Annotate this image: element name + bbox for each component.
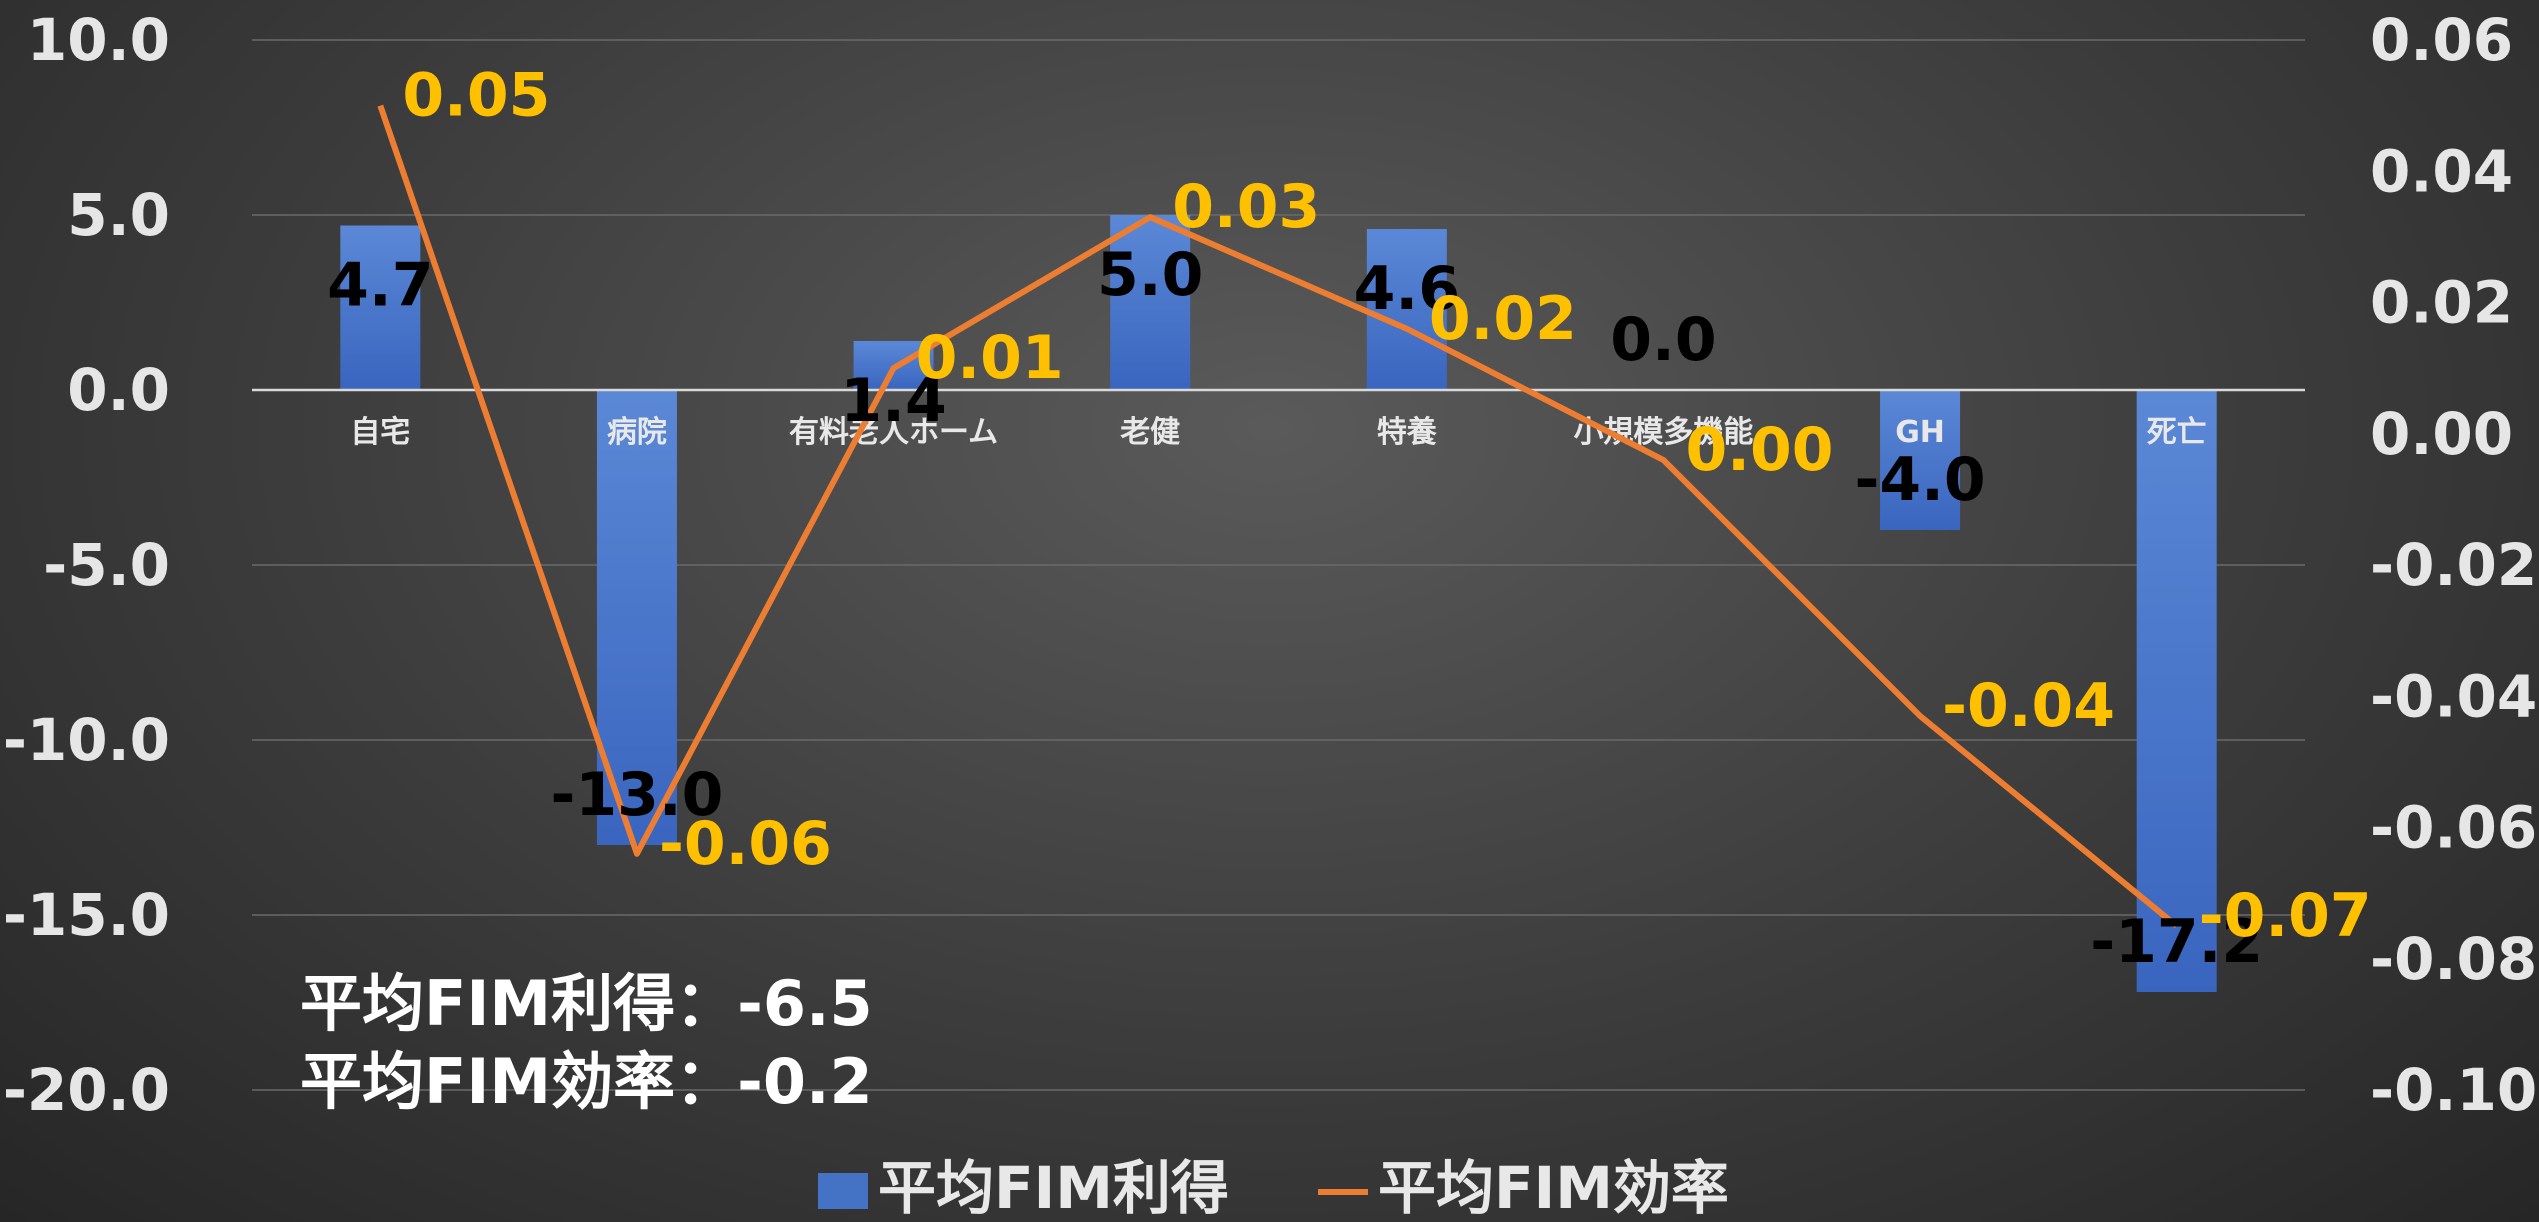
- right-tick-label: 0.06: [2370, 6, 2513, 74]
- left-tick-label: -5.0: [43, 531, 170, 599]
- category-labels: 自宅 病院 有料老人ホーム 老健 特養 小規模多機能 GH 死亡: [350, 415, 2206, 450]
- line-data-label: -0.07: [2199, 881, 2372, 951]
- bar: [1366, 229, 1447, 390]
- bar-data-label: -13.0: [550, 760, 723, 830]
- legend: 平均FIM利得 平均FIM効率: [818, 1154, 1729, 1222]
- bar-data-label: -17.2: [2090, 907, 2263, 977]
- category-label: 有料老人ホーム: [789, 415, 998, 450]
- right-tick-label: 0.00: [2370, 400, 2513, 468]
- category-label: 老健: [1120, 415, 1180, 450]
- line-data-label: 0.02: [1429, 284, 1577, 354]
- line-data-label: 0.00: [1685, 415, 1833, 485]
- right-tick-label: -0.06: [2370, 794, 2537, 862]
- line-data-label: 0.05: [402, 61, 550, 131]
- bar-data-label: 5.0: [1097, 240, 1203, 310]
- line-data-label: 0.01: [916, 323, 1064, 393]
- bar-series: [340, 215, 2217, 992]
- bar-data-label: 4.6: [1354, 254, 1460, 324]
- left-tick-label: -15.0: [3, 881, 170, 949]
- left-tick-label: 5.0: [67, 181, 170, 249]
- line-data-labels: 0.05 -0.06 0.01 0.03 0.02 0.00 -0.04 -0.07: [402, 61, 2371, 951]
- line-path: [377, 104, 2179, 929]
- line-series: [377, 104, 2179, 929]
- left-tick-label: 10.0: [27, 6, 170, 74]
- category-label: 死亡: [2147, 415, 2207, 450]
- category-label: 病院: [607, 415, 667, 450]
- left-tick-label: -10.0: [3, 706, 170, 774]
- legend-line-label: 平均FIM効率: [1378, 1154, 1729, 1222]
- bar: [1110, 215, 1191, 390]
- bar-data-label: 1.4: [840, 366, 946, 436]
- bar: [1880, 390, 1961, 530]
- right-tick-label: 0.04: [2370, 137, 2513, 205]
- bar: [340, 225, 421, 390]
- right-tick-label: -0.02: [2370, 531, 2537, 599]
- line-data-label: -0.06: [659, 809, 832, 879]
- left-tick-label: -20.0: [3, 1056, 170, 1124]
- bar: [2136, 390, 2217, 992]
- gridlines: [252, 39, 2305, 1091]
- summary-annotation: 平均FIM効率：-0.2: [300, 1045, 873, 1118]
- category-label: GH: [1895, 415, 1945, 450]
- legend-bar-label: 平均FIM利得: [878, 1154, 1229, 1222]
- category-label: 特養: [1377, 415, 1437, 450]
- category-label: 自宅: [350, 415, 410, 450]
- right-tick-label: -0.04: [2370, 662, 2537, 730]
- legend-bar-swatch: [818, 1173, 868, 1209]
- right-tick-label: 0.02: [2370, 269, 2513, 337]
- line-data-label: -0.04: [1942, 671, 2115, 741]
- right-tick-label: -0.10: [2370, 1056, 2537, 1124]
- line-data-label: 0.03: [1172, 172, 1320, 242]
- right-tick-label: -0.08: [2370, 925, 2537, 993]
- bar-data-label: 0.0: [1610, 305, 1716, 375]
- bar-data-label: -4.0: [1854, 445, 1985, 515]
- bar-data-labels: 4.7 -13.0 1.4 5.0 4.6 0.0 -4.0 -17.2: [327, 240, 2263, 977]
- left-axis: 10.0 5.0 0.0 -5.0 -10.0 -15.0 -20.0: [3, 6, 170, 1124]
- bar-data-label: 4.7: [327, 251, 433, 321]
- left-tick-label: 0.0: [67, 356, 170, 424]
- summary-annotation: 平均FIM利得：-6.5: [300, 967, 873, 1040]
- right-axis: 0.06 0.04 0.02 0.00 -0.02 -0.04 -0.06 -0.08 -0.1…: [2370, 6, 2537, 1124]
